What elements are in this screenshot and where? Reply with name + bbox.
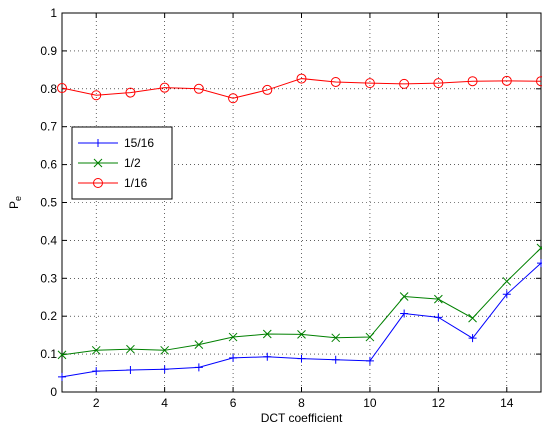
y-tick-label: 1 <box>50 6 57 20</box>
x-tick-label: 14 <box>500 396 514 410</box>
legend-entry: 1/2 <box>78 156 141 170</box>
data-point <box>194 340 204 349</box>
y-tick-label: 0.6 <box>40 158 57 172</box>
data-point <box>57 350 67 360</box>
data-point <box>502 276 512 286</box>
data-point <box>58 372 66 381</box>
data-point <box>228 332 238 342</box>
data-point <box>399 78 410 89</box>
data-point <box>262 329 272 339</box>
grid-lines <box>62 13 541 392</box>
data-point <box>433 78 444 89</box>
x-tick-label: 10 <box>363 396 377 410</box>
y-tick-label: 0.4 <box>40 233 57 247</box>
data-point <box>365 332 375 342</box>
y-tick-label: 0.5 <box>40 196 57 210</box>
data-point <box>193 83 204 94</box>
data-point <box>467 76 478 87</box>
y-tick-label: 0.7 <box>40 120 57 134</box>
legend-marker <box>93 158 103 168</box>
series-3 <box>57 73 542 104</box>
data-point <box>468 313 477 323</box>
data-point <box>229 353 238 362</box>
x-tick-label: 6 <box>230 396 237 410</box>
data-point <box>92 367 101 376</box>
data-point <box>501 75 512 86</box>
data-point <box>297 330 306 339</box>
legend: 15/16 1/2 1/16 <box>71 126 173 200</box>
legend-marker <box>94 139 102 147</box>
x-tick-label: 8 <box>298 396 305 410</box>
data-point <box>365 356 374 365</box>
y-tick-label: 0.2 <box>40 309 57 323</box>
y-tick-labels: 0 0.1 0.2 0.3 0.4 0.5 0.6 0.7 0.8 0.9 1 <box>40 6 57 399</box>
data-point <box>399 292 409 301</box>
legend-entry: 1/16 <box>78 176 148 190</box>
data-point <box>125 87 136 98</box>
series-line <box>61 78 542 99</box>
series-lines <box>57 73 542 381</box>
legend-label: 1/2 <box>124 156 141 170</box>
data-point <box>263 352 272 361</box>
data-point <box>331 355 340 364</box>
x-axis-label: DCT coefficient <box>261 411 343 425</box>
data-point <box>126 366 135 375</box>
data-point <box>434 313 443 322</box>
data-point <box>537 259 542 268</box>
data-point <box>262 84 273 95</box>
data-point <box>160 365 169 374</box>
data-point <box>331 333 341 343</box>
data-point <box>502 290 511 299</box>
data-point <box>536 76 542 87</box>
y-tick-label: 0.8 <box>40 82 57 96</box>
data-point <box>296 73 307 84</box>
legend-items: 15/16 1/2 1/16 <box>78 136 154 190</box>
y-tick-label: 0.1 <box>40 347 57 361</box>
series-2 <box>57 243 542 360</box>
y-tick-label: 0 <box>50 385 57 399</box>
legend-entry: 15/16 <box>78 136 154 150</box>
data-point <box>330 76 341 87</box>
data-point <box>536 243 542 253</box>
y-axis-label-main: P <box>7 201 21 209</box>
x-tick-label: 4 <box>161 396 168 410</box>
legend-label: 1/16 <box>124 176 148 190</box>
data-point <box>91 90 102 101</box>
data-point <box>468 334 477 343</box>
data-point <box>194 363 203 372</box>
y-tick-label: 0.9 <box>40 44 57 58</box>
legend-label: 15/16 <box>124 136 154 150</box>
data-point <box>159 82 170 93</box>
data-point <box>400 309 409 318</box>
data-point <box>434 294 443 304</box>
y-tick-label: 0.3 <box>40 271 57 285</box>
y-axis-label-subscript: e <box>13 196 23 201</box>
data-point <box>228 93 239 104</box>
data-point <box>57 83 67 94</box>
data-point <box>126 344 135 354</box>
legend-marker <box>93 178 103 188</box>
data-point <box>91 345 101 355</box>
x-tick-label: 12 <box>432 396 446 410</box>
data-point <box>160 345 169 355</box>
x-tick-labels: 2 4 6 8 10 12 14 <box>93 396 514 410</box>
x-tick-label: 2 <box>93 396 100 410</box>
data-point <box>364 78 375 89</box>
data-point <box>297 354 306 363</box>
series-1 <box>58 259 542 381</box>
y-axis-label: Pe <box>7 196 23 209</box>
